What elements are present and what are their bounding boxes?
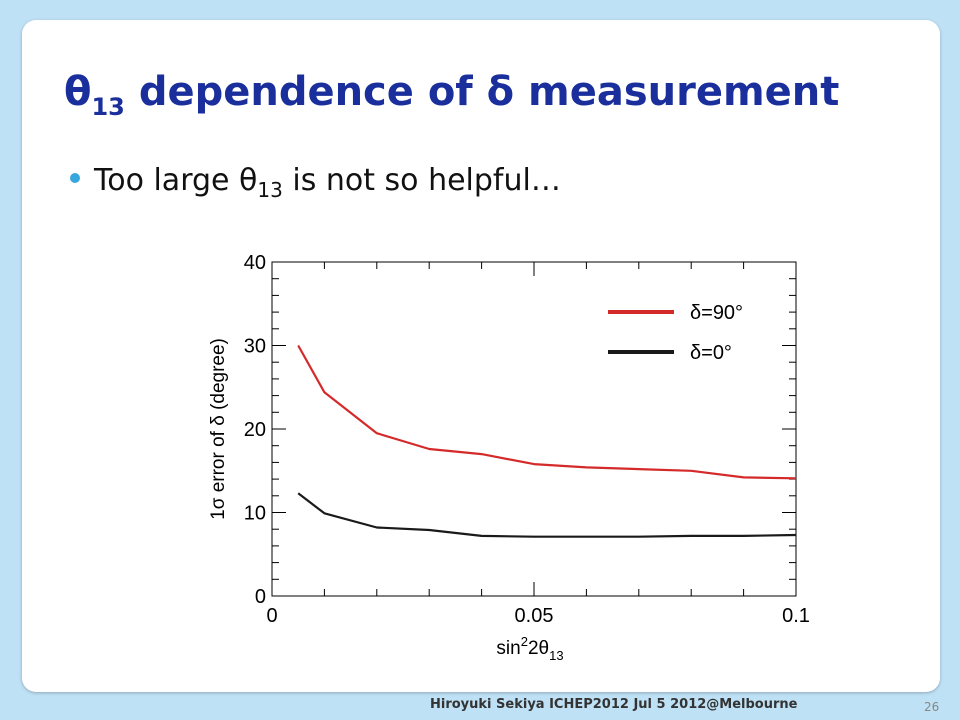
slide-title: θ13 dependence of δ measurement (64, 69, 840, 119)
legend-label: δ=0° (690, 342, 732, 364)
y-tick-label: 0 (255, 586, 266, 608)
bullet-subscript: 13 (257, 178, 283, 202)
x-tick-label: 0 (266, 605, 277, 627)
page-number: 26 (924, 700, 940, 714)
title-rest: dependence of δ measurement (124, 69, 840, 115)
slide-card (22, 20, 940, 692)
footer-text: Hiroyuki Sekiya ICHEP2012 Jul 5 2012@Mel… (430, 697, 798, 712)
title-subscript: 13 (91, 93, 125, 121)
y-tick-label: 30 (244, 336, 266, 358)
series-line (297, 492, 797, 538)
bullet-dot-icon (70, 173, 80, 183)
series-line (297, 344, 797, 480)
x-axis-label: sin22θ13 (496, 634, 563, 663)
line-chart: 0 10 20 30 40 0 0.05 0.1 δ=90° δ=0° 1σ error of δ … (208, 252, 810, 663)
title-theta: θ (64, 69, 92, 115)
y-tick-label: 10 (244, 503, 266, 525)
legend-label: δ=90° (690, 302, 743, 324)
x-tick-label: 0.1 (782, 605, 810, 627)
y-tick-label: 20 (244, 419, 266, 441)
y-tick-label: 40 (244, 252, 266, 274)
y-axis-label: 1σ error of δ (degree) (208, 338, 229, 520)
x-tick-label: 0.05 (515, 605, 554, 627)
bullet-item: Too large θ13 is not so helpful… (70, 163, 561, 200)
bullet-text-pre: Too large θ (94, 163, 258, 198)
bullet-text-post: is not so helpful… (282, 163, 561, 198)
